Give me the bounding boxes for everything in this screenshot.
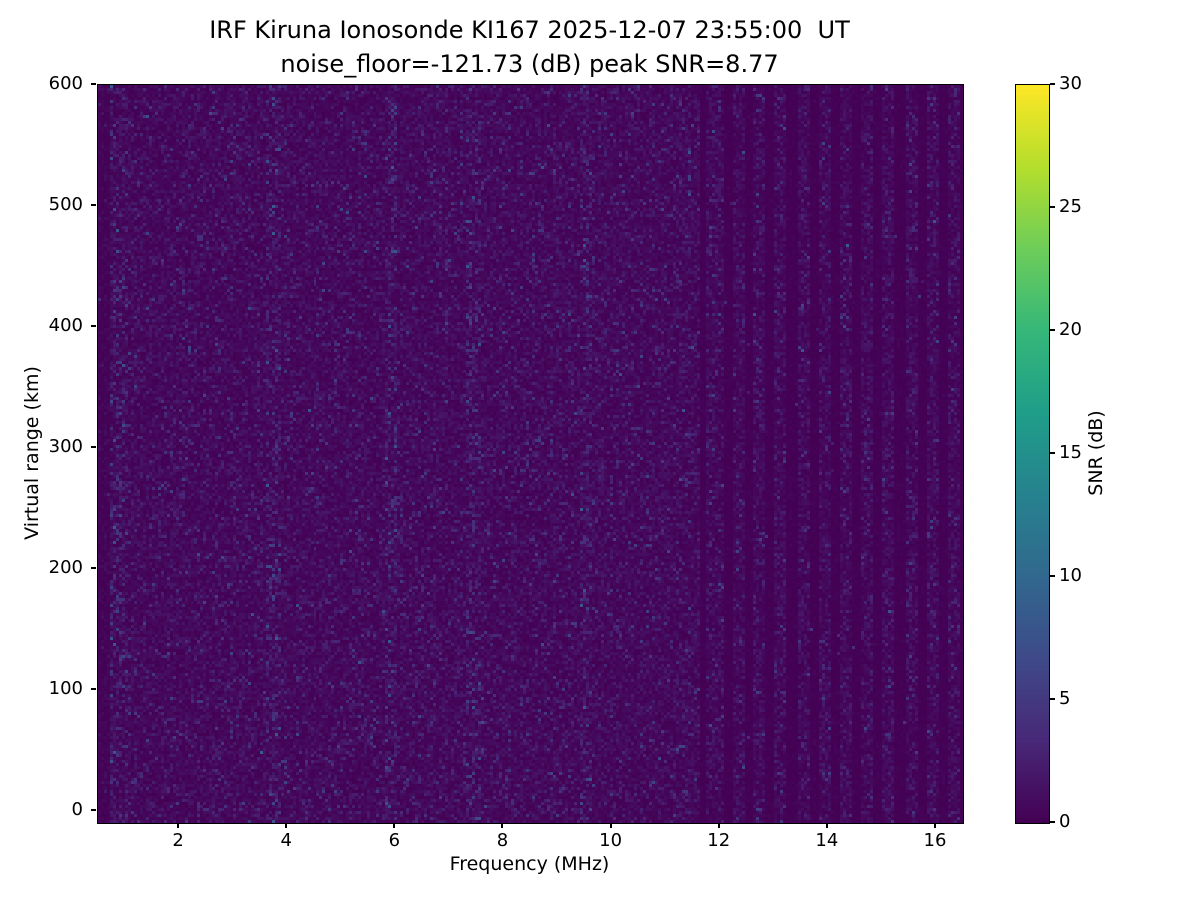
x-tick [285,823,288,828]
colorbar-tick [1050,329,1055,331]
x-tick [933,823,936,828]
colorbar-tick [1050,206,1055,208]
colorbar-tick [1050,698,1055,700]
x-tick-label: 4 [280,830,292,851]
y-tick [91,203,96,206]
y-tick [91,808,96,811]
y-tick-label: 100 [48,677,83,699]
y-tick-label: 400 [48,314,83,336]
y-tick [91,566,96,569]
y-tick [91,687,96,690]
y-tick [91,324,96,327]
x-tick-label: 2 [172,830,184,851]
y-tick [91,83,96,85]
x-tick [825,823,828,828]
y-tick-label: 500 [48,193,83,215]
colorbar-tick [1050,575,1055,577]
colorbar-tick-label: 30 [1059,73,1082,94]
plot-area [97,84,964,824]
colorbar-tick [1050,83,1055,85]
y-tick-label: 300 [48,435,83,457]
x-tick-label: 10 [599,830,623,851]
colorbar-canvas [1016,85,1049,823]
colorbar-tick-label: 20 [1059,319,1082,340]
colorbar-tick-label: 10 [1059,565,1082,586]
colorbar-label: SNR (dB) [1085,410,1107,496]
chart-title: IRF Kiruna Ionosonde KI167 2025-12-07 23… [209,16,850,44]
x-tick-label: 16 [923,830,947,851]
y-tick-label: 200 [48,556,83,578]
x-tick-label: 12 [707,830,731,851]
y-axis-label: Virtual range (km) [21,366,43,540]
colorbar-tick [1050,821,1055,823]
x-tick [393,823,396,828]
colorbar-tick-label: 15 [1059,442,1082,463]
colorbar-tick [1050,452,1055,454]
x-tick-label: 8 [496,830,509,851]
x-tick [177,823,180,828]
x-tick [717,823,720,828]
x-axis-label: Frequency (MHz) [449,853,610,875]
heatmap-canvas [98,85,963,823]
y-tick-label: 0 [71,798,83,820]
x-tick [501,823,504,828]
y-tick-label: 600 [48,73,83,94]
colorbar-tick-label: 0 [1059,811,1071,832]
y-tick [91,445,96,448]
colorbar-tick-label: 5 [1059,688,1071,709]
chart-subtitle: noise_floor=-121.73 (dB) peak SNR=8.77 [280,50,779,78]
x-tick-label: 6 [388,830,401,851]
colorbar [1015,84,1050,824]
x-tick [609,823,612,828]
colorbar-tick-label: 25 [1059,196,1082,217]
x-tick-label: 14 [815,830,839,851]
